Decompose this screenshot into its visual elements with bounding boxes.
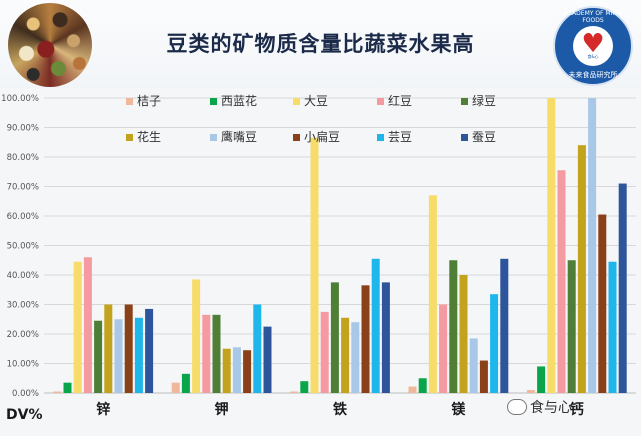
bar-7-3 (351, 322, 360, 393)
logo-text: ACADEMY OF MIRAI FOODS (563, 10, 623, 24)
bar-7-2 (232, 347, 241, 393)
bar-1-2 (171, 382, 180, 393)
bar-2-1 (63, 382, 72, 393)
bar-4-3 (320, 311, 329, 393)
header: 豆类的矿物质含量比蔬菜水果高 ACADEMY OF MIRAI FOODS ♥ … (0, 0, 641, 88)
bar-2-2 (181, 373, 190, 393)
bar-5-2 (212, 314, 221, 393)
x-tick-label: 钾 (215, 401, 229, 418)
bar-3-5 (547, 98, 556, 393)
bar-6-3 (341, 317, 350, 393)
heart-icon: ♥ (581, 29, 605, 59)
legend-label: 西蓝花 (221, 93, 257, 108)
bar-6-1 (104, 304, 113, 393)
bar-10-4 (500, 258, 509, 393)
bar-8-1 (124, 304, 133, 393)
bar-1-4 (408, 386, 417, 393)
bar-4-5 (557, 170, 566, 393)
watermark: 食与心 (530, 400, 572, 416)
bar-3-2 (192, 279, 201, 393)
bar-6-4 (459, 275, 468, 393)
logo-mark: 食&心 (587, 54, 599, 59)
legend-label: 芸豆 (388, 130, 412, 144)
bar-4-1 (83, 257, 92, 393)
bar-9-4 (490, 294, 499, 393)
bar-2-3 (300, 381, 309, 393)
y-tick-label: 40.00% (7, 271, 39, 281)
bar-7-4 (469, 338, 478, 393)
legend-swatch (377, 98, 384, 105)
y-tick-label: 20.00% (7, 330, 39, 340)
legend-label: 红豆 (388, 93, 412, 108)
legend-swatch (293, 134, 300, 141)
legend-label: 鹰嘴豆 (221, 129, 257, 144)
bar-5-5 (567, 260, 576, 393)
x-tick-label: 镁 (451, 401, 466, 418)
bar-10-5 (618, 183, 627, 393)
legend-swatch (377, 134, 384, 141)
beans-photo (8, 3, 92, 87)
bar-2-5 (537, 366, 546, 393)
bar-1-1 (53, 391, 62, 393)
y-tick-label: 0.00% (12, 389, 39, 399)
bar-8-4 (479, 360, 488, 393)
logo-subtitle: 未来食品研究所 (568, 71, 618, 79)
x-tick-label: 铁 (333, 401, 347, 418)
bar-1-3 (290, 391, 299, 393)
bar-4-2 (202, 314, 211, 393)
bar-9-3 (371, 258, 380, 393)
legend-swatch (293, 98, 300, 105)
y-tick-label: 60.00% (7, 212, 39, 222)
bar-4-4 (439, 304, 448, 393)
y-tick-label: 50.00% (7, 242, 39, 252)
bar-9-1 (134, 317, 143, 393)
bar-6-2 (222, 348, 231, 393)
y-tick-label: 80.00% (7, 153, 39, 163)
legend-label: 大豆 (304, 94, 328, 108)
legend-swatch (461, 98, 468, 105)
bar-2-4 (418, 378, 427, 393)
bar-8-3 (361, 285, 370, 393)
y-tick-label: 10.00% (7, 360, 39, 370)
bar-9-2 (253, 304, 262, 393)
legend-swatch (126, 134, 133, 141)
x-tick-label: 锌 (96, 401, 110, 418)
y-tick-label: 90.00% (7, 124, 39, 134)
legend-swatch (126, 98, 133, 105)
chart-title: 豆类的矿物质含量比蔬菜水果高 (166, 32, 475, 56)
bar-5-4 (449, 260, 458, 393)
bar-3-1 (73, 261, 82, 393)
bar-3-4 (428, 195, 437, 393)
unit-label: DV% (6, 407, 43, 423)
bar-7-1 (114, 319, 123, 393)
legend-swatch (210, 134, 217, 141)
logo-badge: ♥ 食&心 (573, 26, 613, 66)
wechat-icon (507, 399, 527, 415)
legend-label: 桔子 (137, 94, 161, 108)
legend-swatch (461, 134, 468, 141)
bar-3-3 (310, 137, 319, 393)
bar-6-5 (577, 145, 586, 393)
legend-label: 小扁豆 (304, 130, 340, 144)
bar-8-5 (598, 214, 607, 393)
legend-swatch (210, 98, 217, 105)
x-tick-label: 钙 (570, 401, 584, 418)
legend-label: 花生 (137, 129, 161, 144)
bar-9-5 (608, 261, 617, 393)
bar-5-3 (330, 282, 339, 393)
academy-logo: ACADEMY OF MIRAI FOODS ♥ 食&心 未来食品研究所 (553, 6, 633, 86)
bar-10-3 (381, 282, 390, 393)
bar-10-2 (263, 326, 272, 393)
legend-label: 蚕豆 (472, 130, 496, 144)
y-tick-label: 70.00% (7, 183, 39, 193)
bar-7-5 (588, 98, 597, 393)
bar-10-1 (145, 308, 154, 393)
legend-label: 绿豆 (472, 93, 496, 108)
bar-5-1 (94, 320, 103, 393)
y-tick-label: 100.00% (1, 94, 39, 104)
y-tick-label: 30.00% (7, 301, 39, 311)
bar-1-5 (526, 390, 535, 393)
bar-8-2 (243, 350, 252, 393)
